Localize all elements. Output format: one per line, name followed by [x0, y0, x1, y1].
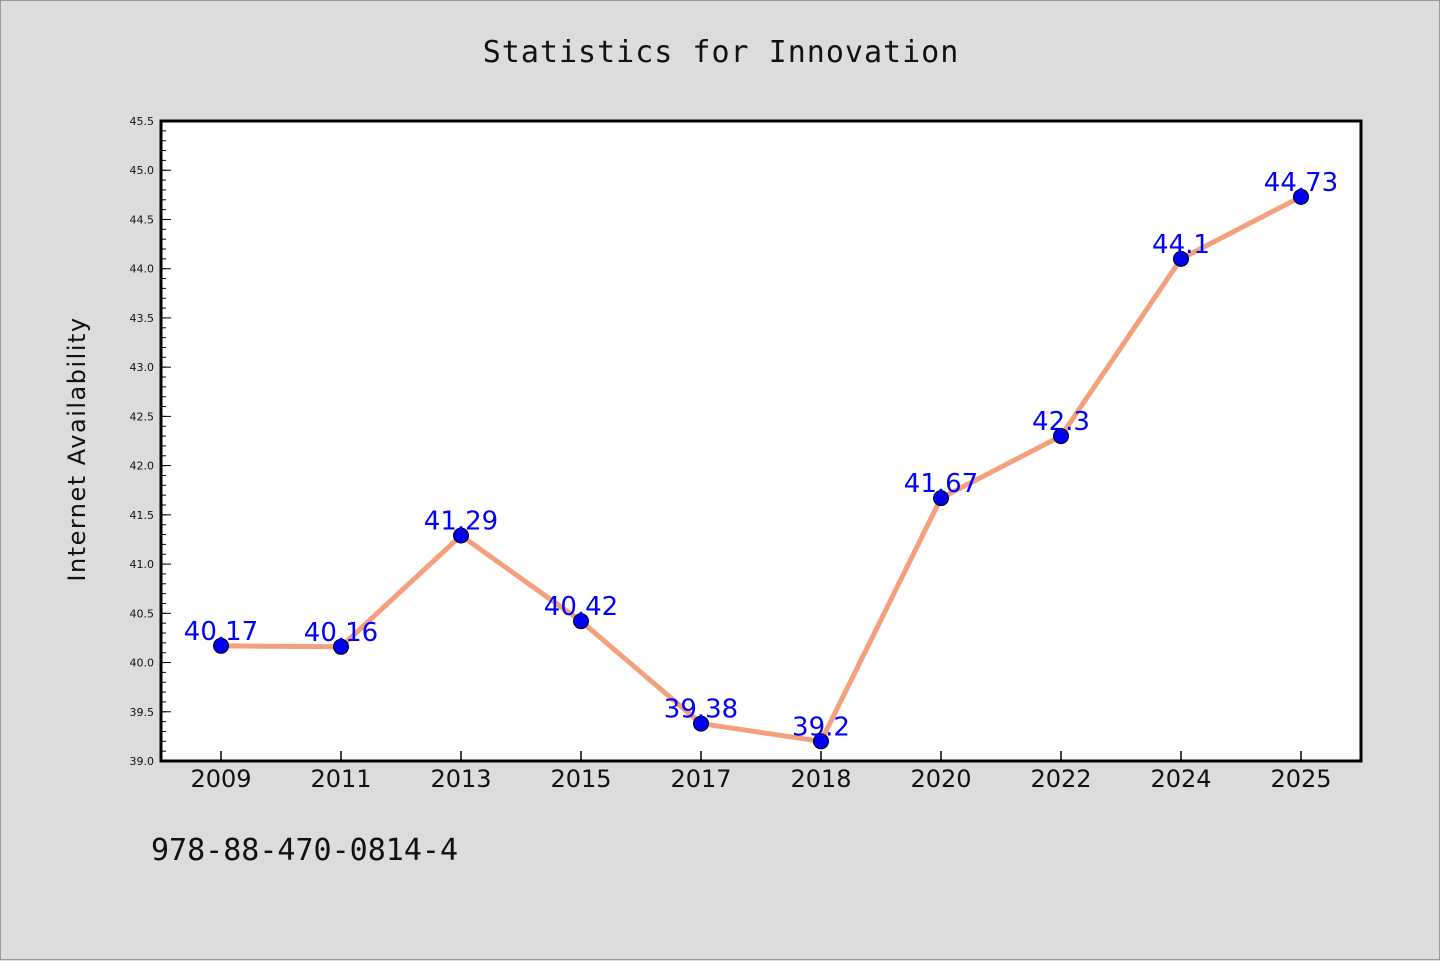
data-point — [453, 527, 469, 544]
y-tick-label: 39.5 — [130, 706, 155, 719]
data-label: 41.29 — [424, 507, 498, 537]
data-point — [813, 733, 829, 750]
data-point — [1053, 428, 1069, 445]
footer-code: 978-88-470-0814-4 — [151, 833, 459, 868]
y-tick-label: 40.0 — [130, 657, 155, 670]
x-tick-label: 2015 — [550, 765, 611, 793]
y-tick-label: 45.0 — [130, 164, 155, 177]
data-label: 44.1 — [1152, 230, 1210, 260]
y-tick-label: 39.0 — [130, 755, 155, 768]
x-tick-label: 2011 — [310, 765, 371, 793]
data-point — [693, 715, 709, 732]
data-label: 41.67 — [904, 469, 978, 499]
data-point — [933, 490, 949, 507]
y-tick-label: 41.0 — [130, 558, 155, 571]
y-tick-label: 43.0 — [130, 361, 155, 374]
x-tick-label: 2009 — [190, 765, 251, 793]
x-tick-label: 2020 — [910, 765, 971, 793]
series-line — [218, 194, 1304, 744]
plot-background — [161, 121, 1361, 761]
data-label: 42.3 — [1032, 407, 1090, 437]
data-label: 40.42 — [544, 592, 618, 622]
x-tick-label: 2017 — [670, 765, 731, 793]
x-tick-label: 2024 — [1150, 765, 1211, 793]
data-point — [573, 613, 589, 630]
data-point — [333, 638, 349, 655]
y-tick-label: 42.0 — [130, 460, 155, 473]
y-tick-label: 44.0 — [130, 263, 155, 276]
y-tick-label: 42.5 — [130, 410, 155, 423]
data-point — [1293, 188, 1309, 205]
y-tick-label: 44.5 — [130, 213, 155, 226]
plot-frame — [159, 119, 1363, 763]
y-tick-label: 43.5 — [130, 312, 155, 325]
data-label: 44.73 — [1264, 168, 1338, 198]
chart-title: Statistics for Innovation — [482, 35, 960, 70]
data-label: 40.16 — [304, 618, 378, 648]
data-point — [1173, 250, 1189, 267]
data-point — [213, 637, 229, 654]
data-label: 40.17 — [184, 617, 258, 647]
data-label: 39.2 — [792, 712, 850, 742]
x-tick-label: 2022 — [1030, 765, 1091, 793]
y-tick-label: 40.5 — [130, 607, 155, 620]
x-tick-label: 2013 — [430, 765, 491, 793]
y-tick-label: 41.5 — [130, 509, 155, 522]
data-label: 39.38 — [664, 695, 738, 725]
x-tick-label: 2025 — [1270, 765, 1331, 793]
x-tick-label: 2018 — [790, 765, 851, 793]
y-tick-label: 45.5 — [130, 115, 155, 128]
